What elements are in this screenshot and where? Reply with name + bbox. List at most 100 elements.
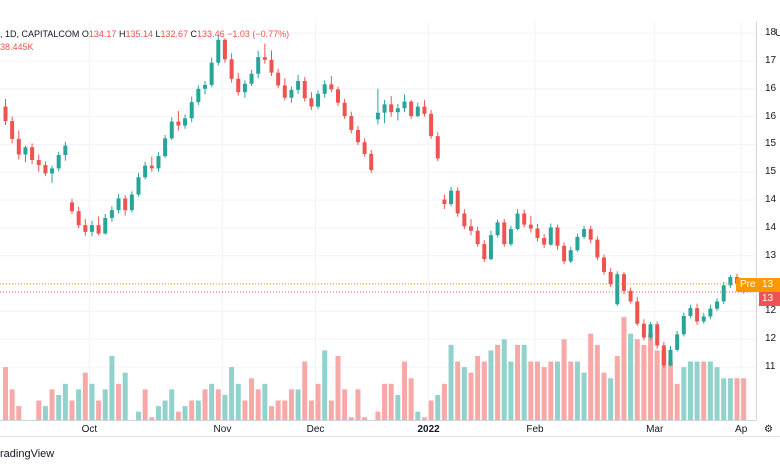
candle-body — [50, 168, 55, 174]
volume-bar — [269, 406, 274, 420]
candle-body — [715, 301, 720, 309]
volume-bar — [382, 383, 388, 420]
volume-bar — [561, 339, 567, 420]
candlestick — [63, 141, 68, 161]
candle-body — [336, 89, 340, 103]
chart-settings-icon[interactable]: ⚙ — [764, 424, 773, 435]
candle-body — [582, 229, 587, 237]
y-tick-label: 17 — [765, 54, 777, 66]
candlestick — [336, 86, 340, 107]
candle-body — [316, 93, 321, 107]
candle-body — [429, 113, 434, 137]
footer: radingView — [0, 436, 780, 471]
currency-unit: U — [775, 28, 780, 39]
volume-bar — [515, 344, 521, 420]
candle-body — [169, 121, 174, 139]
candle-body — [568, 250, 573, 262]
candlestick — [222, 38, 227, 63]
candlestick — [43, 161, 48, 177]
volume-bar — [402, 361, 407, 420]
volume-bar — [441, 383, 447, 420]
candlestick — [109, 206, 114, 222]
tradingview-brand[interactable]: radingView — [0, 448, 55, 460]
symbol-label[interactable]: , 1D, CAPITALCOM — [0, 29, 80, 39]
candle-body — [236, 78, 241, 93]
volume-bar — [687, 361, 693, 420]
volume-bar — [49, 389, 55, 420]
candle-body — [422, 106, 427, 114]
candle-body — [562, 245, 567, 262]
volume-bar — [328, 400, 334, 420]
x-tick-label: Ap — [735, 424, 748, 435]
volume-bar — [315, 383, 321, 420]
y-tick-label: 15 — [765, 166, 777, 178]
volume-bar — [674, 383, 680, 420]
candle-body — [23, 147, 28, 155]
candle-body — [508, 229, 513, 245]
candlestick — [488, 230, 493, 261]
candle-body — [395, 108, 400, 113]
candlestick — [668, 345, 673, 367]
candlestick — [641, 319, 646, 341]
volume-bar — [122, 372, 128, 420]
volume-bar — [628, 333, 634, 420]
candle-body — [442, 199, 447, 205]
close-value: 133.46 — [197, 29, 225, 39]
volume-bar — [215, 389, 221, 420]
low-label: L — [155, 29, 161, 39]
candlestick — [196, 85, 201, 105]
candlestick — [515, 209, 520, 231]
volume-bar — [282, 400, 288, 420]
candlestick — [655, 321, 660, 349]
volume-bar — [249, 378, 255, 420]
candlestick — [502, 219, 507, 247]
candlestick — [289, 86, 294, 103]
candle-body — [681, 315, 686, 335]
volume-bar — [721, 378, 727, 420]
candle-body — [116, 198, 121, 211]
candle-body — [621, 274, 626, 291]
candle-body — [535, 228, 540, 238]
volume-bar — [435, 394, 441, 420]
volume-bar — [455, 361, 461, 420]
price-axis[interactable]: U 18171616151514141313121211 — [756, 22, 780, 420]
volume-bar — [56, 394, 62, 420]
x-tick-label: Feb — [526, 424, 544, 435]
candle-body — [355, 129, 360, 143]
candle-body — [123, 198, 128, 211]
volume-bar — [588, 333, 594, 420]
candle-body — [63, 145, 68, 156]
volume-bar — [202, 389, 208, 420]
volume-bar — [322, 350, 328, 420]
candle-body — [522, 213, 527, 225]
candlestick — [548, 223, 553, 246]
candlestick — [329, 75, 334, 93]
volume-bar — [262, 383, 268, 420]
candle-body — [695, 308, 700, 322]
price-chart[interactable] — [0, 22, 756, 420]
volume-bar — [548, 361, 554, 420]
volume-bar — [355, 389, 361, 420]
volume-bar — [568, 361, 574, 420]
candlestick — [442, 194, 447, 210]
candle-body — [635, 301, 640, 324]
candlestick — [681, 312, 686, 337]
candlestick — [103, 214, 108, 235]
pre-market-price-tag: 13 — [759, 278, 780, 292]
volume-bar — [136, 411, 141, 420]
candlestick — [661, 342, 666, 369]
volume-bar — [275, 400, 281, 420]
candlestick — [342, 98, 347, 119]
y-tick-label: 15 — [765, 138, 777, 150]
candlestick — [415, 102, 420, 118]
volume-bar — [242, 400, 248, 420]
volume-bar — [82, 372, 88, 420]
candlestick — [3, 98, 8, 125]
time-axis[interactable]: Oct Nov Dec 2022 Feb Mar Ap — [0, 420, 756, 437]
volume-bar — [175, 411, 181, 420]
volume-bar — [182, 406, 188, 420]
candlestick — [449, 186, 454, 207]
candle-body — [588, 229, 593, 240]
candle-body — [296, 81, 301, 90]
candle-body — [76, 211, 81, 226]
